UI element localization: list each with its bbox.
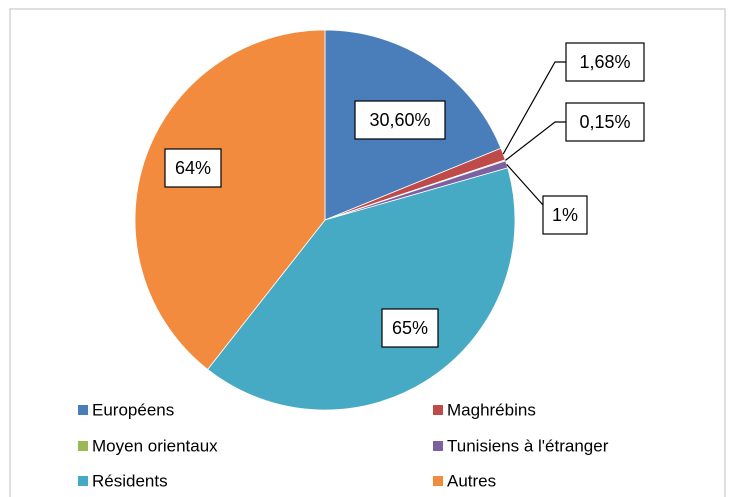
data-label: 1% — [552, 205, 578, 225]
legend-swatch — [78, 476, 88, 486]
legend-swatch — [78, 441, 88, 451]
label-box — [164, 148, 222, 188]
data-label: 64% — [175, 158, 211, 178]
legend-label: Tunisiens à l'étranger — [447, 436, 609, 455]
label-box — [565, 102, 645, 142]
data-label: 65% — [392, 318, 428, 338]
legend-label: Autres — [447, 471, 496, 490]
legend-label: Résidents — [92, 471, 168, 490]
legend-swatch — [433, 405, 443, 415]
leader-line — [506, 163, 544, 206]
legend-swatch — [433, 476, 443, 486]
legend-swatch — [78, 405, 88, 415]
data-label: 1,68% — [579, 52, 630, 72]
label-box — [542, 195, 588, 235]
leader-line — [502, 61, 566, 155]
pie-slice — [134, 29, 326, 370]
legend-swatch — [433, 441, 443, 451]
leader-line — [505, 121, 566, 161]
label-box — [565, 42, 645, 82]
label-box — [354, 100, 446, 140]
legend-label: Maghrébins — [447, 400, 536, 419]
label-box — [381, 308, 439, 348]
data-label: 30,60% — [369, 110, 430, 130]
legend-label: Européens — [92, 400, 174, 419]
data-label: 0,15% — [579, 112, 630, 132]
legend-label: Moyen orientaux — [92, 436, 218, 455]
pie-slice — [207, 167, 516, 411]
